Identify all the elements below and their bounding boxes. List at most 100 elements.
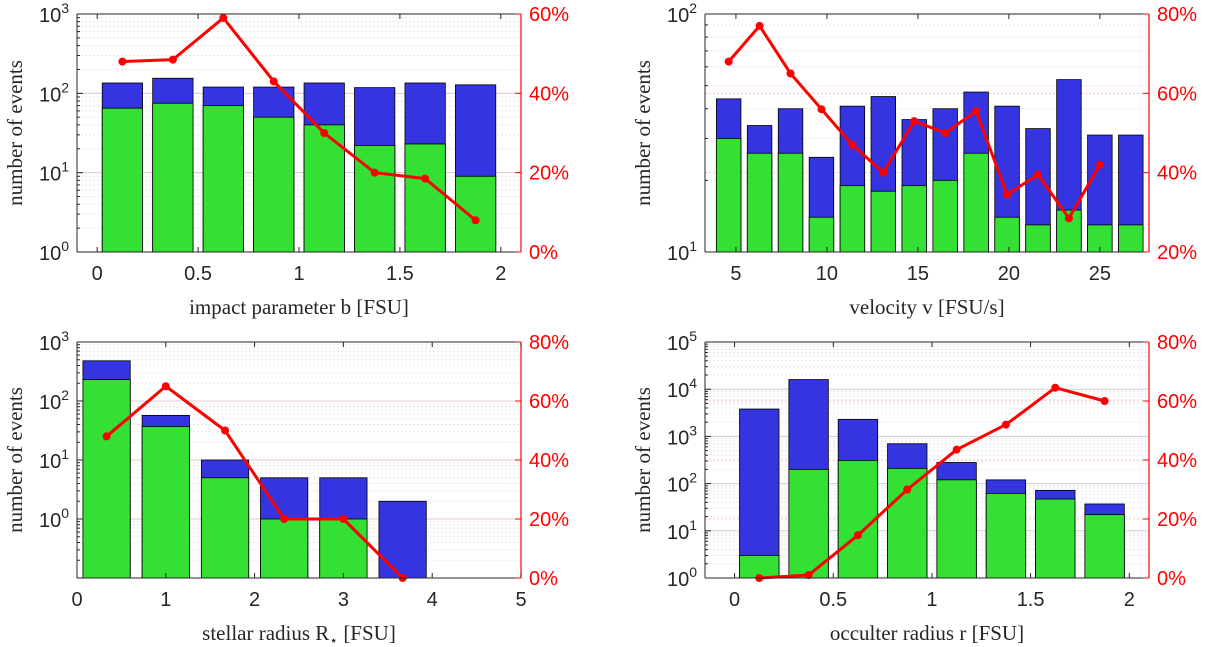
series-detected-events (101, 102, 497, 253)
detection-fraction-point-1 (168, 55, 177, 64)
right-y-tick-label: 40% (529, 83, 569, 105)
bar-detected-0 (101, 107, 143, 253)
bar-detected-4 (839, 185, 866, 253)
detection-fraction-point-4 (339, 515, 348, 523)
detection-fraction-point-5 (370, 168, 379, 177)
y-axis-label: number of events (3, 387, 27, 533)
right-y-tick-label: 20% (529, 509, 569, 531)
bar-detected-2 (777, 152, 804, 253)
y-tick-exponent: 4 (689, 375, 697, 391)
detection-fraction-point-1 (804, 571, 813, 580)
bar-detected-6 (901, 185, 927, 253)
bar-detected-1 (141, 426, 190, 579)
x-axis-label: velocity v [FSU/s] (849, 295, 1004, 319)
right-y-tick-label: 20% (529, 163, 569, 185)
y-axis-label: number of events (631, 387, 655, 533)
detection-fraction-point-7 (471, 216, 480, 225)
x-tick-label: 10 (816, 263, 838, 285)
bar-detected-0 (715, 138, 742, 253)
y-tick-base: 10 (39, 243, 61, 265)
x-tick-label: 1.5 (1017, 589, 1045, 611)
bar-detected-5 (985, 492, 1027, 579)
y-tick-label: 100 (39, 505, 69, 532)
y-tick-label: 101 (667, 238, 697, 265)
detection-fraction-point-0 (118, 57, 127, 66)
y-tick-label: 100 (39, 238, 69, 265)
x-tick-label: 0 (729, 589, 740, 611)
x-axis-label: occulter radius r [FSU] (830, 621, 1024, 645)
x-tick-label: 2 (1124, 589, 1135, 611)
detection-fraction-point-3 (817, 105, 826, 114)
detection-fraction-point-3 (269, 77, 278, 86)
y-tick-base: 10 (667, 333, 689, 355)
detection-fraction-point-1 (755, 21, 764, 30)
detection-fraction-point-1 (161, 382, 170, 391)
detection-fraction-point-4 (848, 140, 857, 149)
detection-fraction-point-6 (421, 174, 430, 183)
y-tick-exponent: 3 (61, 328, 69, 344)
x-tick-label: 0.5 (184, 263, 212, 285)
y-tick-label: 103 (39, 0, 69, 27)
y-tick-label: 101 (39, 446, 69, 473)
right-y-tick-label: 20% (1157, 509, 1197, 531)
y-tick-base: 10 (39, 392, 61, 414)
bar-detected-3 (260, 518, 309, 579)
series-detected-events (739, 460, 1125, 579)
detection-fraction-point-0 (102, 432, 111, 441)
detection-fraction-line (105, 384, 404, 580)
y-tick-base: 10 (667, 5, 689, 27)
y-tick-exponent: 3 (61, 0, 69, 16)
bar-total-5 (378, 500, 427, 579)
right-y-tick-label: 60% (529, 391, 569, 413)
y-tick-base: 10 (667, 569, 689, 591)
detection-fraction-point-6 (1051, 383, 1060, 392)
right-y-tick-label: 80% (529, 332, 569, 354)
detection-fraction-point-3 (903, 485, 912, 494)
y-tick-base: 10 (667, 522, 689, 544)
bar-total-0 (739, 408, 780, 579)
y-tick-base: 10 (39, 451, 61, 473)
detection-fraction-point-11 (1064, 214, 1073, 223)
bar-detected-8 (963, 152, 989, 253)
x-axis-label-unit: [FSU] (338, 621, 396, 645)
series-detected-events (715, 138, 1144, 253)
y-tick-label: 102 (667, 0, 697, 27)
bar-detected-2 (837, 460, 879, 579)
detection-fraction-point-5 (1001, 420, 1010, 429)
x-tick-label: 0 (71, 589, 82, 611)
bar-detected-0 (82, 379, 131, 579)
x-tick-label: 1.5 (386, 263, 414, 285)
y-tick-label: 104 (667, 375, 697, 402)
y-tick-exponent: 2 (61, 387, 69, 403)
detection-fraction-point-2 (221, 426, 230, 435)
y-tick-label: 103 (667, 422, 697, 449)
y-axis-label: number of events (631, 60, 655, 206)
bar-detected-3 (253, 116, 295, 253)
bar-detected-13 (1118, 224, 1144, 253)
detection-fraction-point-2 (853, 531, 862, 540)
y-tick-base: 10 (667, 243, 689, 265)
y-tick-label: 101 (39, 159, 69, 186)
detection-fraction-point-9 (1003, 190, 1012, 199)
right-y-tick-label: 0% (529, 568, 558, 590)
x-tick-label: 2 (495, 263, 506, 285)
x-tick-label: 4 (427, 589, 438, 611)
right-y-tick-label: 40% (1157, 450, 1197, 472)
detection-fraction-point-0 (724, 57, 733, 66)
y-tick-exponent: 1 (61, 159, 69, 175)
y-tick-exponent: 0 (61, 238, 69, 254)
x-axis-label-subscript: ⋆ (329, 634, 338, 647)
bar-detected-9 (994, 216, 1020, 253)
y-tick-exponent: 5 (689, 328, 697, 344)
series-detected-events (82, 379, 368, 579)
x-tick-label: 5 (515, 589, 526, 611)
x-axis-label: stellar radius R⋆ [FSU] (202, 621, 396, 647)
y-tick-exponent: 2 (61, 79, 69, 95)
y-tick-base: 10 (667, 427, 689, 449)
right-y-tick-label: 20% (1157, 242, 1197, 264)
detection-fraction-point-4 (320, 129, 329, 137)
y-tick-base: 10 (39, 510, 61, 532)
y-tick-base: 10 (39, 5, 61, 27)
right-y-tick-label: 40% (1157, 163, 1197, 185)
